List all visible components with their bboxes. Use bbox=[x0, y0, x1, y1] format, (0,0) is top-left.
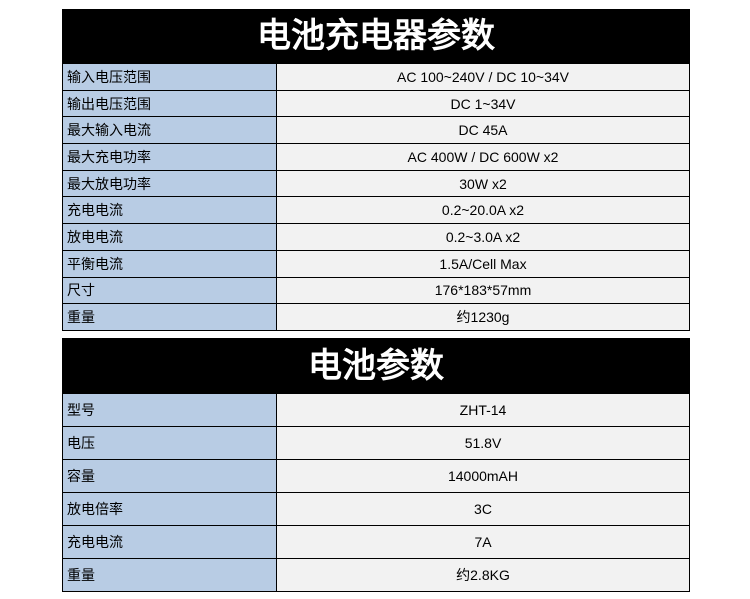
param-label: 最大输入电流 bbox=[63, 117, 277, 144]
param-label: 型号 bbox=[63, 394, 277, 426]
param-value: AC 100~240V / DC 10~34V bbox=[277, 64, 689, 90]
param-label: 放电电流 bbox=[63, 224, 277, 250]
table-row: 放电电流 0.2~3.0A x2 bbox=[63, 223, 689, 250]
param-label: 重量 bbox=[63, 559, 277, 591]
param-value: 0.2~20.0A x2 bbox=[277, 197, 689, 224]
param-label: 重量 bbox=[63, 304, 277, 330]
param-label: 尺寸 bbox=[63, 277, 277, 304]
param-value: 176*183*57mm bbox=[277, 277, 689, 304]
param-value: 30W x2 bbox=[277, 170, 689, 197]
table-row: 充电电流 0.2~20.0A x2 bbox=[63, 196, 689, 224]
table-row: 最大充电功率 AC 400W / DC 600W x2 bbox=[63, 143, 689, 170]
param-value: DC 1~34V bbox=[277, 90, 689, 117]
charger-table-title: 电池充电器参数 bbox=[63, 10, 689, 63]
param-label: 电压 bbox=[63, 427, 277, 459]
table-row: 输出电压范围 DC 1~34V bbox=[63, 89, 689, 117]
table-row: 最大放电功率 30W x2 bbox=[63, 169, 689, 197]
param-value: 约1230g bbox=[277, 304, 689, 330]
param-value: DC 45A bbox=[277, 117, 689, 144]
param-value: 51.8V bbox=[277, 427, 689, 459]
param-label: 最大充电功率 bbox=[63, 144, 277, 170]
table-row: 最大输入电流 DC 45A bbox=[63, 116, 689, 144]
param-value: AC 400W / DC 600W x2 bbox=[277, 144, 689, 170]
table-row: 尺寸 176*183*57mm bbox=[63, 276, 689, 304]
table-row: 放电倍率 3C bbox=[63, 492, 689, 525]
param-label: 输出电压范围 bbox=[63, 90, 277, 117]
table-row: 充电电流 7A bbox=[63, 525, 689, 558]
param-label: 平衡电流 bbox=[63, 250, 277, 277]
param-value: 0.2~3.0A x2 bbox=[277, 224, 689, 250]
param-label: 最大放电功率 bbox=[63, 170, 277, 197]
param-label: 充电电流 bbox=[63, 526, 277, 558]
param-label: 放电倍率 bbox=[63, 493, 277, 525]
param-label: 输入电压范围 bbox=[63, 64, 277, 90]
table-row: 输入电压范围 AC 100~240V / DC 10~34V bbox=[63, 63, 689, 90]
battery-params-table: 电池参数 型号 ZHT-14 电压 51.8V 容量 14000mAH 放电倍率 3C 充电电流… bbox=[62, 338, 690, 592]
param-value: 7A bbox=[277, 526, 689, 558]
param-label: 容量 bbox=[63, 460, 277, 492]
param-value: 1.5A/Cell Max bbox=[277, 250, 689, 277]
table-row: 重量 约1230g bbox=[63, 303, 689, 330]
charger-params-table: 电池充电器参数 输入电压范围 AC 100~240V / DC 10~34V 输出电… bbox=[62, 9, 690, 331]
param-value: 3C bbox=[277, 493, 689, 525]
table-row: 容量 14000mAH bbox=[63, 459, 689, 492]
param-value: ZHT-14 bbox=[277, 394, 689, 426]
table-row: 电压 51.8V bbox=[63, 426, 689, 459]
battery-table-title: 电池参数 bbox=[63, 339, 689, 393]
table-row: 型号 ZHT-14 bbox=[63, 393, 689, 426]
table-row: 平衡电流 1.5A/Cell Max bbox=[63, 249, 689, 277]
param-value: 14000mAH bbox=[277, 460, 689, 492]
table-row: 重量 约2.8KG bbox=[63, 558, 689, 591]
param-label: 充电电流 bbox=[63, 197, 277, 224]
param-value: 约2.8KG bbox=[277, 559, 689, 591]
